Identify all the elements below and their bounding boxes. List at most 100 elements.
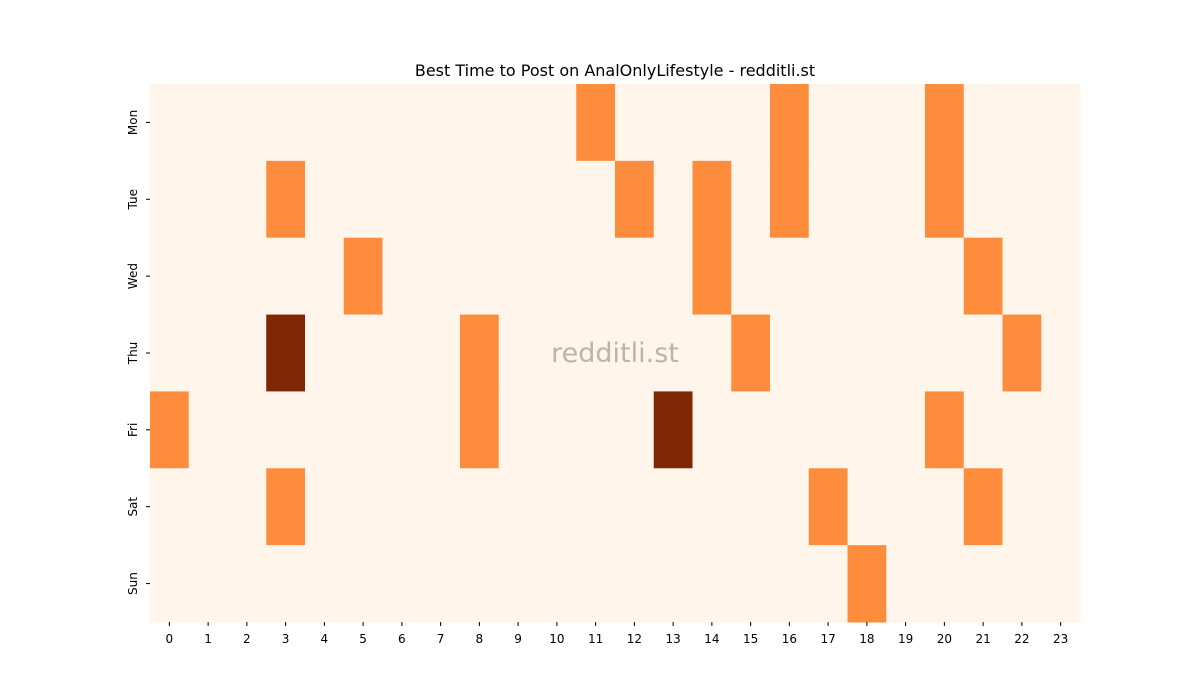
heatmap-cell: [305, 468, 345, 546]
heatmap-cell: [731, 468, 771, 546]
x-tick-label: 5: [359, 632, 367, 646]
heatmap-cell: [460, 84, 500, 162]
heatmap-cell: [692, 160, 732, 239]
heatmap-cell: [1041, 84, 1081, 162]
heatmap-cell: [963, 160, 1003, 239]
heatmap-cell: [498, 391, 538, 469]
heatmap-cell: [731, 391, 771, 469]
heatmap-cell: [382, 468, 422, 546]
heatmap-cell: [343, 545, 383, 623]
heatmap-cell: [266, 391, 306, 469]
heatmap-cell: [692, 237, 732, 316]
heatmap-cell: [343, 391, 383, 469]
heatmap-cell: [731, 314, 771, 392]
heatmap-cell: [421, 160, 461, 239]
heatmap-cell: [266, 314, 306, 392]
heatmap-cell: [382, 314, 422, 392]
heatmap-cell: [1041, 468, 1081, 546]
y-tick-label: Tue: [126, 189, 140, 211]
heatmap-cell: [770, 314, 810, 392]
heatmap-cell: [382, 237, 422, 316]
heatmap-cell: [615, 314, 655, 392]
heatmap-cell: [266, 545, 306, 623]
heatmap-cell: [150, 545, 190, 623]
x-tick-label: 16: [782, 632, 797, 646]
heatmap-cell: [227, 160, 267, 239]
heatmap-cell: [1002, 84, 1042, 162]
heatmap-cell: [925, 468, 965, 546]
heatmap-cell: [498, 314, 538, 392]
heatmap-cell: [925, 314, 965, 392]
heatmap-cell: [305, 237, 345, 316]
heatmap-cell: [770, 160, 810, 239]
heatmap-cell: [227, 84, 267, 162]
heatmap-cell: [576, 391, 616, 469]
heatmap-cell: [1041, 545, 1081, 623]
heatmap-cell: [925, 545, 965, 623]
heatmap-cell: [963, 545, 1003, 623]
heatmap-cell: [692, 391, 732, 469]
heatmap-cell: [1041, 391, 1081, 469]
heatmap-cell: [615, 468, 655, 546]
heatmap-cell: [615, 391, 655, 469]
x-tick-label: 21: [975, 632, 990, 646]
heatmap-cell: [343, 314, 383, 392]
heatmap-cell: [925, 237, 965, 316]
heatmap-cell: [343, 84, 383, 162]
heatmap-cell: [537, 314, 577, 392]
heatmap-cell: [537, 160, 577, 239]
heatmap-cell: [188, 314, 228, 392]
heatmap-cell: [615, 545, 655, 623]
heatmap-cell: [963, 314, 1003, 392]
heatmap-cell: [421, 391, 461, 469]
heatmap-cell: [266, 84, 306, 162]
heatmap-cell: [653, 391, 693, 469]
heatmap-cell: [498, 84, 538, 162]
heatmap-cell: [460, 391, 500, 469]
heatmap-cell: [692, 545, 732, 623]
x-tick-label: 17: [820, 632, 835, 646]
heatmap-cell: [731, 237, 771, 316]
heatmap-cell: [615, 160, 655, 239]
chart-title: Best Time to Post on AnalOnlyLifestyle -…: [415, 61, 815, 80]
heatmap-cell: [963, 84, 1003, 162]
x-tick-label: 20: [937, 632, 952, 646]
heatmap-cell: [305, 391, 345, 469]
heatmap-cell: [188, 545, 228, 623]
heatmap-cell: [421, 84, 461, 162]
y-tick-label: Mon: [126, 110, 140, 135]
heatmap-cell: [576, 468, 616, 546]
heatmap-cell: [343, 160, 383, 239]
heatmap-cell: [886, 314, 926, 392]
x-tick-label: 8: [476, 632, 484, 646]
heatmap-cell: [692, 84, 732, 162]
x-tick-label: 4: [321, 632, 329, 646]
heatmap-cell: [382, 84, 422, 162]
heatmap-cell: [150, 160, 190, 239]
heatmap-cell: [421, 545, 461, 623]
heatmap-cells: [150, 84, 1081, 623]
heatmap-cell: [886, 468, 926, 546]
heatmap-cell: [1041, 160, 1081, 239]
heatmap-cell: [305, 160, 345, 239]
heatmap-cell: [537, 237, 577, 316]
x-tick-label: 3: [282, 632, 290, 646]
heatmap-cell: [227, 237, 267, 316]
heatmap-cell: [150, 468, 190, 546]
heatmap-cell: [808, 545, 848, 623]
x-tick-label: 12: [627, 632, 642, 646]
heatmap-cell: [653, 468, 693, 546]
heatmap-cell: [188, 160, 228, 239]
x-tick-label: 13: [665, 632, 680, 646]
heatmap-cell: [576, 160, 616, 239]
heatmap-cell: [808, 160, 848, 239]
heatmap-cell: [382, 391, 422, 469]
heatmap-cell: [770, 237, 810, 316]
heatmap-cell: [188, 84, 228, 162]
heatmap-cell: [615, 84, 655, 162]
heatmap-cell: [770, 391, 810, 469]
heatmap-cell: [1002, 391, 1042, 469]
heatmap-cell: [1002, 545, 1042, 623]
